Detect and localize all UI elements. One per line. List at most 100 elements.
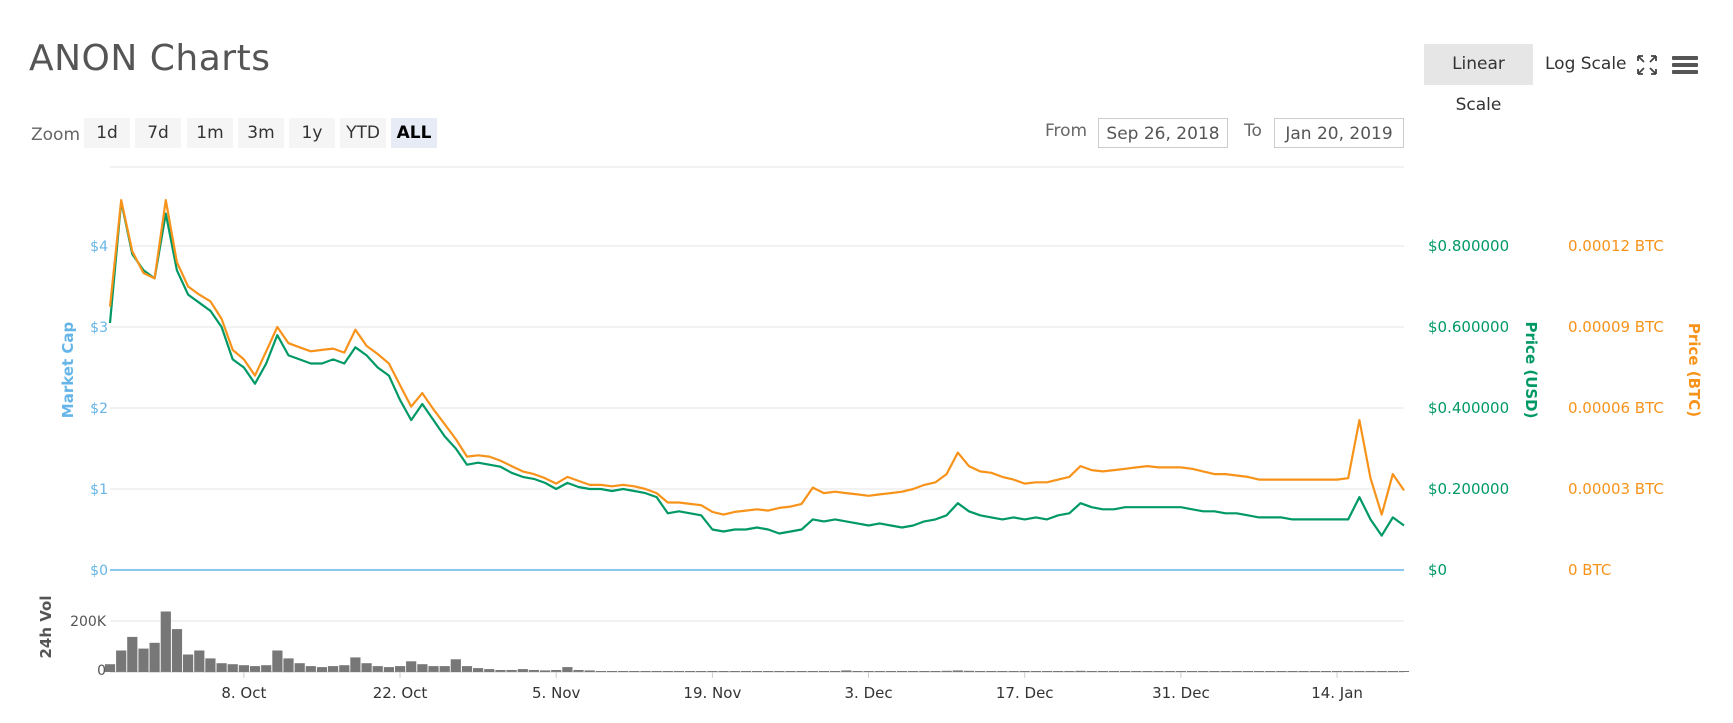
market-cap-tick-label: $0	[90, 563, 108, 579]
volume-bar	[495, 670, 506, 672]
volume-bar	[997, 671, 1008, 672]
volume-bar	[127, 636, 138, 672]
volume-bar	[573, 670, 584, 672]
volume-bar	[1142, 671, 1153, 672]
volume-bar	[238, 665, 249, 672]
market-cap-tick-label: $3	[90, 320, 108, 336]
volume-bar	[1064, 671, 1075, 672]
x-tick-label: 22. Oct	[373, 684, 428, 702]
x-tick-label: 31. Dec	[1152, 684, 1210, 702]
volume-bar	[606, 671, 618, 672]
volume-bar	[506, 670, 517, 672]
to-date-input[interactable]: Jan 20, 2019	[1274, 118, 1404, 148]
volume-bar	[1209, 671, 1220, 672]
zoom-1y-button[interactable]: 1y	[289, 118, 335, 148]
volume-bar	[763, 671, 774, 672]
volume-bar	[818, 671, 830, 672]
from-date-input[interactable]: Sep 26, 2018	[1098, 118, 1228, 148]
menu-icon[interactable]	[1672, 54, 1698, 76]
price-btc-tick-label: 0.00006 BTC	[1568, 399, 1664, 417]
price-btc-tick-label: 0.00003 BTC	[1568, 480, 1664, 498]
price-usd-tick-label: $0	[1428, 561, 1447, 579]
volume-bar	[1120, 671, 1131, 672]
volume-bar	[294, 663, 305, 672]
price-usd-axis-title: Price (USD)	[1522, 322, 1540, 419]
volume-bar	[1075, 670, 1086, 672]
zoom-all-button[interactable]: ALL	[391, 118, 437, 148]
volume-bar	[305, 666, 316, 672]
volume-bar	[406, 661, 417, 672]
volume-bar	[171, 629, 183, 672]
volume-bar	[540, 670, 551, 672]
volume-bar	[952, 670, 963, 672]
price-btc-line	[108, 199, 1405, 516]
volume-bar	[160, 611, 171, 672]
volume-bar	[975, 671, 986, 672]
volume-bar	[963, 670, 975, 672]
volume-bar	[1287, 671, 1298, 672]
volume-bar	[1276, 671, 1287, 672]
volume-bar	[473, 668, 484, 672]
volume-bar	[216, 663, 227, 672]
volume-bar	[1042, 671, 1053, 672]
volume-bar	[1332, 671, 1343, 672]
volume-bar	[1398, 671, 1410, 672]
volume-bar	[1309, 671, 1320, 672]
volume-bar	[796, 671, 807, 672]
volume-bar	[1198, 671, 1209, 672]
volume-bar	[339, 665, 350, 672]
volume-bar	[194, 650, 205, 672]
zoom-ytd-button[interactable]: YTD	[340, 118, 386, 148]
volume-bar	[908, 671, 919, 672]
volume-bar	[1376, 671, 1387, 672]
volume-bar	[1231, 671, 1242, 672]
volume-bar	[1253, 671, 1265, 672]
zoom-7d-button[interactable]: 7d	[135, 118, 181, 148]
volume-bar	[807, 671, 818, 672]
volume-bar	[383, 667, 394, 672]
volume-bar	[629, 671, 640, 672]
volume-bar	[1053, 671, 1064, 672]
from-label: From	[1045, 121, 1088, 141]
volume-bar	[1086, 671, 1097, 672]
volume-bar	[685, 671, 696, 672]
volume-bar	[874, 671, 885, 672]
x-tick-label: 14. Jan	[1311, 684, 1363, 702]
market-cap-tick-label: $1	[90, 482, 108, 498]
volume-bar	[696, 671, 707, 672]
linear-scale-button[interactable]: Linear Scale	[1424, 44, 1533, 115]
price-usd-tick-label: $0.400000	[1428, 399, 1509, 417]
page-title: ANON Charts	[29, 38, 271, 79]
volume-bar	[1131, 671, 1142, 672]
volume-bar	[618, 671, 629, 672]
zoom-1d-button[interactable]: 1d	[84, 118, 130, 148]
x-tick-label: 19. Nov	[683, 684, 741, 702]
volume-bar	[785, 671, 796, 672]
volume-bar	[1108, 671, 1120, 672]
volume-bar	[930, 671, 941, 672]
price-btc-tick-label: 0 BTC	[1568, 561, 1611, 579]
fullscreen-icon[interactable]	[1636, 54, 1658, 76]
volume-bar	[227, 664, 238, 672]
volume-bar	[1265, 671, 1276, 672]
zoom-1m-button[interactable]: 1m	[187, 118, 233, 148]
zoom-label: Zoom	[31, 125, 81, 145]
price-btc-tick-label: 0.00012 BTC	[1568, 237, 1664, 255]
volume-bar	[707, 671, 718, 672]
volume-bar	[272, 650, 283, 672]
volume-bar	[249, 666, 261, 672]
volume-bar	[919, 671, 930, 672]
zoom-3m-button[interactable]: 3m	[238, 118, 284, 148]
volume-bar	[183, 654, 194, 673]
volume-bar	[450, 659, 461, 672]
volume-bar	[662, 671, 673, 672]
volume-bar	[528, 670, 539, 672]
log-scale-button[interactable]: Log Scale	[1545, 54, 1627, 74]
volume-bar	[372, 666, 383, 672]
volume-bar	[551, 670, 562, 672]
x-tick-label: 8. Oct	[221, 684, 266, 702]
volume-bar	[1354, 671, 1365, 672]
market-cap-axis-title: Market Cap	[59, 322, 77, 419]
volume-bar	[428, 666, 439, 672]
to-label: To	[1244, 121, 1262, 141]
